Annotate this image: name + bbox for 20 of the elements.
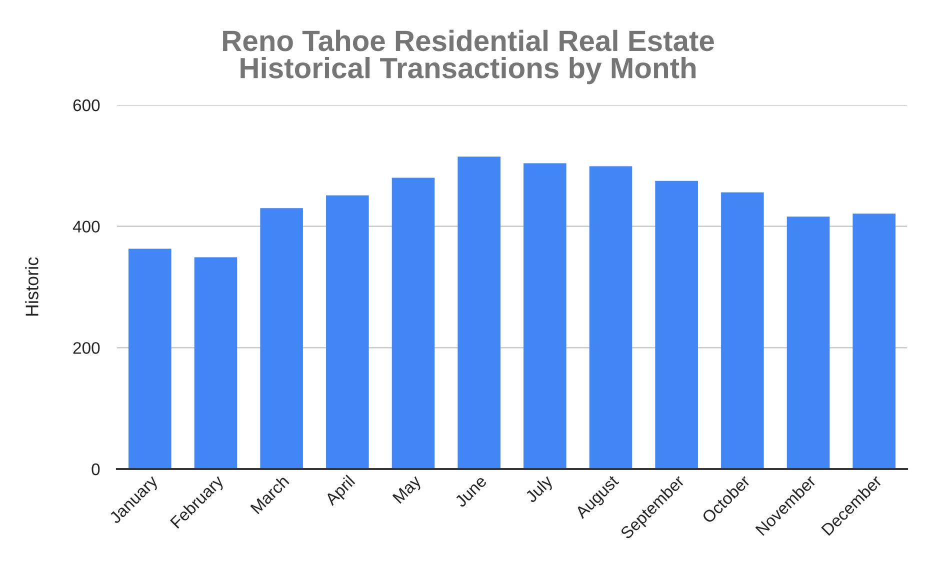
y-tick-label: 600: [73, 99, 100, 112]
bar: [655, 180, 698, 469]
bar: [326, 195, 369, 469]
bar: [589, 166, 632, 469]
y-tick-label: 0: [92, 463, 100, 476]
chart-title: Reno Tahoe Residential Real Estate Historical Transactions by Month: [223, 30, 714, 84]
bar: [786, 216, 830, 469]
bar: [524, 163, 566, 469]
bar: [260, 208, 303, 469]
y-tick-label: 200: [73, 342, 100, 354]
x-tick-label: July: [524, 474, 556, 506]
bar: [128, 248, 172, 469]
bar: [721, 192, 764, 469]
bar: [194, 257, 238, 469]
x-tick-label: May: [392, 474, 424, 506]
bar: [458, 156, 500, 469]
y-tick-label: 400: [72, 220, 100, 233]
bar: [852, 214, 896, 469]
y-axis-title: Historic: [25, 257, 38, 316]
bar: [392, 178, 435, 469]
